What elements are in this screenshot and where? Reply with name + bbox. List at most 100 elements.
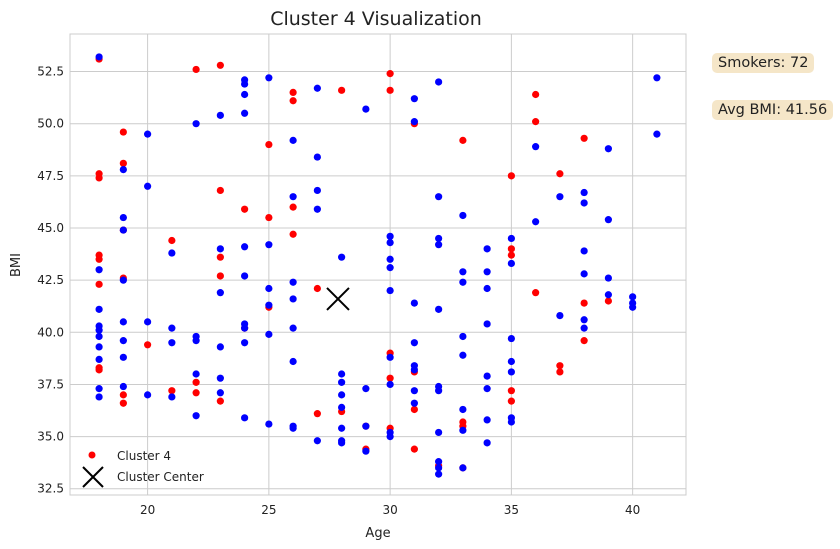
data-point-smoker	[289, 97, 297, 105]
data-point-non-smoker	[435, 241, 443, 249]
data-point-smoker	[556, 368, 564, 376]
data-point-non-smoker	[313, 84, 321, 92]
data-point-non-smoker	[483, 245, 491, 253]
legend-center-label: Cluster Center	[117, 470, 204, 484]
data-point-non-smoker	[532, 143, 540, 151]
data-point-smoker	[95, 255, 103, 263]
data-point-smoker	[168, 236, 176, 245]
data-point-non-smoker	[532, 218, 540, 226]
data-point-non-smoker	[95, 355, 103, 364]
cluster-center	[326, 287, 350, 311]
data-point-non-smoker	[265, 420, 273, 428]
data-point-non-smoker	[483, 284, 491, 293]
data-point-non-smoker	[435, 464, 443, 472]
data-point-non-smoker	[483, 372, 491, 380]
data-point-smoker	[265, 140, 273, 149]
data-point-non-smoker	[459, 405, 467, 414]
data-point-smoker	[580, 299, 588, 307]
x-axis-label: Age	[365, 526, 390, 541]
data-point-non-smoker	[241, 272, 249, 280]
data-point-non-smoker	[435, 470, 443, 478]
legend: Cluster 4 Cluster Center	[82, 449, 204, 488]
data-point-non-smoker	[410, 299, 418, 307]
data-point-smoker	[95, 366, 103, 374]
data-point-non-smoker	[338, 439, 346, 447]
data-point-non-smoker	[362, 422, 370, 430]
data-point-non-smoker	[289, 193, 297, 201]
data-point-non-smoker	[507, 368, 515, 376]
data-point-non-smoker	[95, 393, 103, 401]
data-point-smoker	[119, 391, 127, 399]
data-point-non-smoker	[95, 305, 103, 313]
data-point-non-smoker	[338, 378, 346, 386]
data-point-smoker	[289, 203, 297, 211]
y-tick-label: 52.5	[37, 65, 64, 79]
data-point-non-smoker	[144, 182, 152, 190]
data-point-non-smoker	[580, 199, 588, 207]
data-point-smoker	[216, 61, 224, 69]
legend-cluster-label: Cluster 4	[117, 449, 171, 463]
data-point-non-smoker	[338, 424, 346, 432]
data-point-non-smoker	[119, 382, 127, 391]
chart-title: Cluster 4 Visualization	[270, 8, 482, 30]
data-point-non-smoker	[483, 416, 491, 424]
data-point-non-smoker	[119, 213, 127, 222]
data-point-smoker	[459, 136, 467, 144]
data-point-smoker	[192, 378, 200, 386]
data-point-non-smoker	[435, 305, 443, 313]
data-point-non-smoker	[435, 428, 443, 437]
data-point-non-smoker	[653, 74, 661, 82]
data-point-smoker	[119, 399, 127, 407]
data-point-smoker	[313, 284, 321, 293]
data-point-non-smoker	[241, 339, 249, 347]
data-point-non-smoker	[144, 318, 152, 326]
data-point-smoker	[95, 280, 103, 288]
data-point-smoker	[386, 374, 394, 382]
data-point-non-smoker	[459, 278, 467, 286]
x-tick-label: 35	[504, 503, 519, 517]
data-point-non-smoker	[386, 286, 394, 295]
data-point-non-smoker	[241, 414, 249, 422]
data-point-non-smoker	[216, 374, 224, 382]
data-point-non-smoker	[629, 293, 637, 301]
x-tick-label: 40	[625, 503, 640, 517]
data-point-non-smoker	[216, 343, 224, 351]
data-point-non-smoker	[119, 353, 127, 361]
data-point-non-smoker	[435, 234, 443, 243]
data-point-non-smoker	[241, 90, 249, 99]
data-point-non-smoker	[459, 211, 467, 220]
avg-bmi-annotation: Avg BMI: 41.56	[712, 100, 834, 120]
data-point-non-smoker	[338, 403, 346, 411]
data-point-non-smoker	[435, 78, 443, 86]
data-point-smoker	[313, 410, 321, 418]
data-point-non-smoker	[192, 370, 200, 378]
data-point-smoker	[507, 251, 515, 259]
axis-ticks: 20 25 30 35 40 32.5 35.0 37.5 40.0 42.5 45.0 47.5 50…	[37, 65, 640, 517]
data-point-non-smoker	[362, 447, 370, 455]
data-point-smoker	[410, 445, 418, 453]
data-point-non-smoker	[95, 326, 103, 334]
data-point-non-smoker	[265, 301, 273, 309]
data-point-smoker	[386, 70, 394, 78]
data-point-non-smoker	[386, 264, 394, 272]
data-point-smoker	[604, 297, 612, 305]
data-point-non-smoker	[459, 268, 467, 276]
data-point-non-smoker	[386, 380, 394, 389]
x-tick-label: 20	[140, 503, 155, 517]
data-point-non-smoker	[459, 426, 467, 434]
data-point-non-smoker	[216, 389, 224, 397]
legend-center-marker	[82, 466, 104, 488]
data-point-non-smoker	[168, 339, 176, 347]
grid-lines	[70, 34, 686, 495]
data-point-non-smoker	[168, 324, 176, 332]
data-point-non-smoker	[580, 316, 588, 324]
data-point-non-smoker	[95, 385, 103, 393]
plot-area	[69, 33, 687, 496]
data-point-non-smoker	[435, 193, 443, 201]
data-point-non-smoker	[580, 188, 588, 197]
data-point-non-smoker	[604, 145, 612, 153]
y-tick-label: 47.5	[37, 169, 64, 183]
x-tick-label: 30	[382, 503, 397, 517]
data-point-smoker	[119, 128, 127, 136]
